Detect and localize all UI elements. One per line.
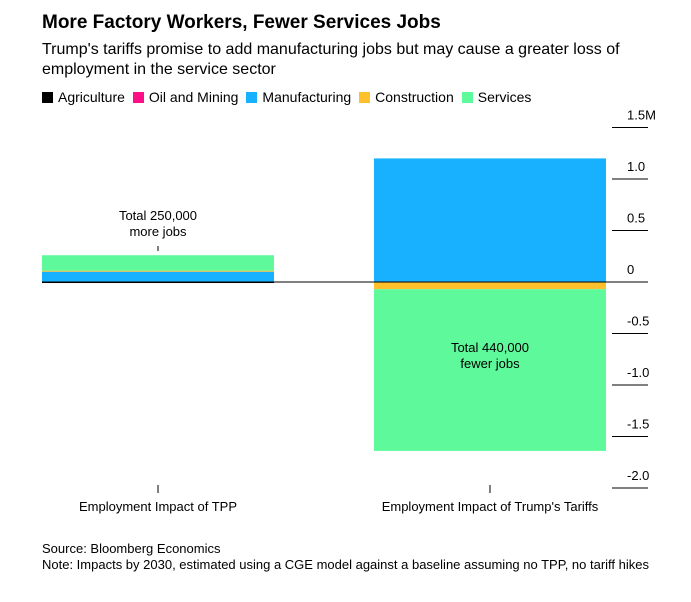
bar-segment-services bbox=[374, 289, 606, 451]
total-annotation: Total 250,000 bbox=[119, 208, 197, 223]
y-tick-label: -1.5 bbox=[627, 417, 649, 432]
bar-segment-agriculture bbox=[42, 282, 274, 284]
y-tick-label: 0 bbox=[627, 262, 634, 277]
legend-label: Manufacturing bbox=[262, 89, 352, 105]
legend-swatch bbox=[246, 91, 258, 103]
y-tick-label: 1.0 bbox=[627, 159, 645, 174]
legend-swatch bbox=[461, 91, 473, 103]
source-notes: Source: Bloomberg Economics Note: Impact… bbox=[42, 541, 672, 573]
legend-label: Construction bbox=[375, 89, 454, 105]
total-annotation: more jobs bbox=[129, 224, 187, 239]
legend-item: Manufacturing bbox=[246, 89, 351, 105]
y-tick-label: -0.5 bbox=[627, 314, 649, 329]
bar-segment-services bbox=[42, 255, 274, 271]
legend-swatch bbox=[132, 91, 144, 103]
y-tick-label: -1.0 bbox=[627, 365, 649, 380]
chart-subtitle: Trump's tariffs promise to add manufactu… bbox=[42, 41, 620, 78]
bar-segment-manufacturing bbox=[374, 158, 606, 282]
chart-title: More Factory Workers, Fewer Services Job… bbox=[42, 12, 441, 33]
bar-segment-construction bbox=[374, 282, 606, 290]
legend: Agriculture Oil and Mining Manufacturing Co… bbox=[42, 89, 539, 105]
bar-segment-construction bbox=[42, 270, 274, 272]
category-label: Employment Impact of TPP bbox=[79, 499, 237, 514]
legend-item: Construction bbox=[359, 89, 454, 105]
y-tick-label: 1.5M bbox=[627, 108, 656, 123]
total-annotation: Total 440,000 bbox=[451, 340, 529, 355]
category-label: Employment Impact of Trump's Tariffs bbox=[382, 499, 599, 514]
bar-segment-manufacturing bbox=[42, 271, 274, 282]
legend-swatch bbox=[359, 91, 371, 103]
legend-item: Services bbox=[461, 89, 532, 105]
y-tick-label: -2.0 bbox=[627, 468, 649, 483]
legend-label: Oil and Mining bbox=[148, 89, 239, 105]
legend-item: Oil and Mining bbox=[132, 89, 239, 105]
source-text: Source: Bloomberg Economics bbox=[42, 541, 221, 556]
legend-label: Agriculture bbox=[58, 89, 125, 105]
y-tick-label: 0.5 bbox=[627, 211, 645, 226]
legend-swatch bbox=[42, 91, 53, 103]
total-annotation: fewer jobs bbox=[460, 356, 520, 371]
legend-label: Services bbox=[477, 89, 532, 105]
note-text: Note: Impacts by 2030, estimated using a… bbox=[42, 557, 650, 572]
legend-item: Agriculture bbox=[42, 89, 125, 105]
